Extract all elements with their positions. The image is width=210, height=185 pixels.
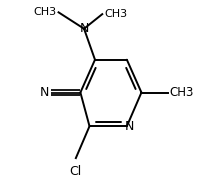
Text: CH3: CH3: [34, 7, 57, 17]
Text: Cl: Cl: [70, 165, 82, 178]
Text: N: N: [125, 120, 134, 133]
Text: N: N: [79, 22, 89, 35]
Text: CH3: CH3: [104, 9, 127, 19]
Text: CH3: CH3: [170, 86, 194, 99]
Text: N: N: [40, 86, 49, 99]
